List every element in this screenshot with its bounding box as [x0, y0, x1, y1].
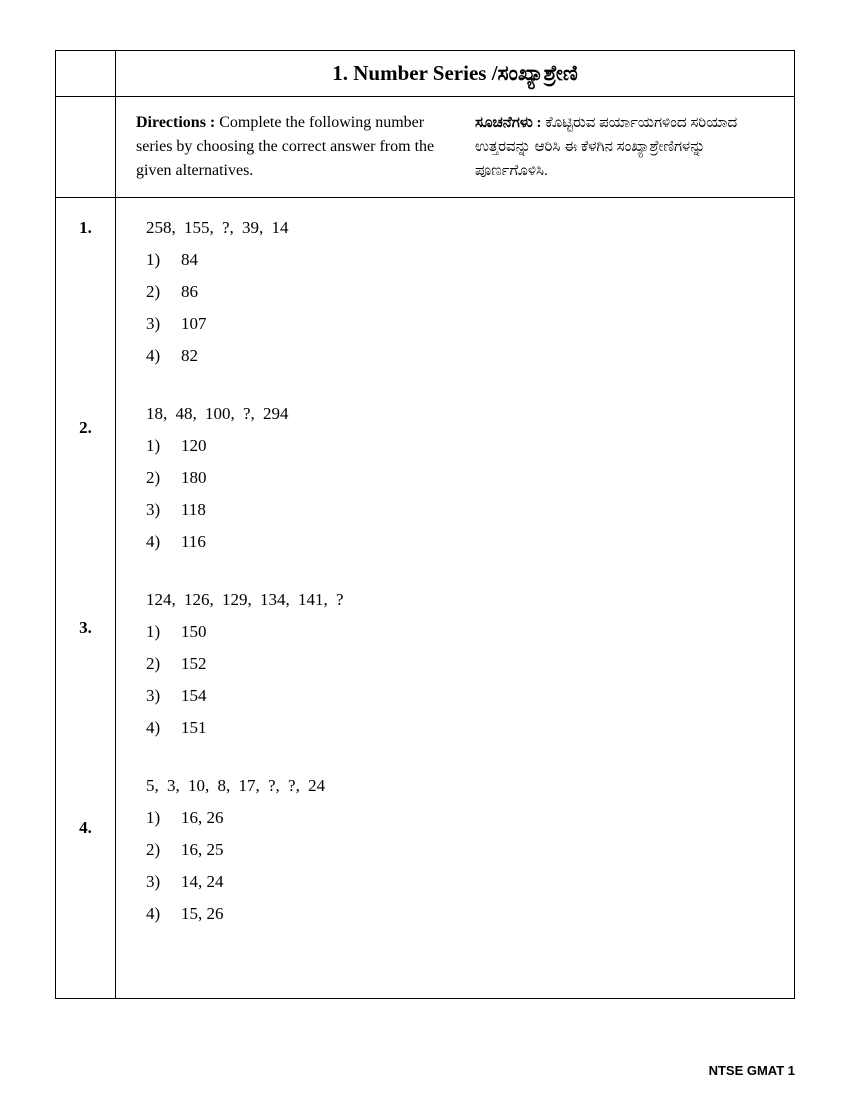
question-series: 5, 3, 10, 8, 17, ?, ?, 24 — [146, 776, 774, 796]
option-label: 1) — [146, 808, 181, 828]
question-option: 4)82 — [146, 346, 774, 366]
question-option: 1)120 — [146, 436, 774, 456]
question-option: 1)150 — [146, 622, 774, 642]
option-value: 150 — [181, 622, 774, 642]
page-frame: 1. Number Series /ಸಂಖ್ಯಾಶ್ರೇಣಿ Direction… — [55, 50, 795, 999]
question-block: 18, 48, 100, ?, 294 1)120 2)180 3)118 4)… — [146, 404, 774, 552]
directions-content: Directions : Complete the following numb… — [116, 97, 794, 197]
question-series: 124, 126, 129, 134, 141, ? — [146, 590, 774, 610]
question-option: 4)151 — [146, 718, 774, 738]
directions-num-col — [56, 97, 116, 197]
question-block: 124, 126, 129, 134, 141, ? 1)150 2)152 3… — [146, 590, 774, 738]
questions-content-col: 258, 155, ?, 39, 14 1)84 2)86 3)107 4)82… — [116, 198, 794, 998]
option-label: 2) — [146, 282, 181, 302]
option-label: 3) — [146, 500, 181, 520]
question-block: 5, 3, 10, 8, 17, ?, ?, 24 1)16, 26 2)16,… — [146, 776, 774, 924]
question-option: 4)15, 26 — [146, 904, 774, 924]
option-label: 1) — [146, 436, 181, 456]
option-value: 180 — [181, 468, 774, 488]
option-label: 2) — [146, 468, 181, 488]
option-value: 151 — [181, 718, 774, 738]
option-value: 14, 24 — [181, 872, 774, 892]
option-label: 1) — [146, 622, 181, 642]
directions-english-label: Directions : — [136, 114, 219, 131]
page-footer: NTSE GMAT 1 — [709, 1063, 795, 1078]
title-num-col — [56, 51, 116, 96]
option-value: 84 — [181, 250, 774, 270]
option-label: 2) — [146, 840, 181, 860]
option-value: 82 — [181, 346, 774, 366]
question-option: 4)116 — [146, 532, 774, 552]
question-series: 18, 48, 100, ?, 294 — [146, 404, 774, 424]
option-label: 4) — [146, 532, 181, 552]
question-option: 2)180 — [146, 468, 774, 488]
option-value: 16, 25 — [181, 840, 774, 860]
option-label: 4) — [146, 904, 181, 924]
option-value: 152 — [181, 654, 774, 674]
option-value: 16, 26 — [181, 808, 774, 828]
option-value: 86 — [181, 282, 774, 302]
question-option: 3)154 — [146, 686, 774, 706]
option-label: 3) — [146, 314, 181, 334]
question-series: 258, 155, ?, 39, 14 — [146, 218, 774, 238]
question-number: 2. — [56, 418, 115, 618]
option-value: 120 — [181, 436, 774, 456]
option-value: 15, 26 — [181, 904, 774, 924]
question-option: 2)86 — [146, 282, 774, 302]
option-label: 4) — [146, 718, 181, 738]
option-label: 1) — [146, 250, 181, 270]
question-number: 4. — [56, 818, 115, 998]
question-option: 3)14, 24 — [146, 872, 774, 892]
question-number: 1. — [56, 218, 115, 418]
option-value: 118 — [181, 500, 774, 520]
question-option: 3)107 — [146, 314, 774, 334]
option-label: 2) — [146, 654, 181, 674]
question-block: 258, 155, ?, 39, 14 1)84 2)86 3)107 4)82 — [146, 218, 774, 366]
question-option: 1)84 — [146, 250, 774, 270]
question-option: 2)152 — [146, 654, 774, 674]
question-option: 3)118 — [146, 500, 774, 520]
option-value: 154 — [181, 686, 774, 706]
option-label: 3) — [146, 872, 181, 892]
directions-kannada: ಸೂಚನೆಗಳು : ಕೊಟ್ಟಿರುವ ಪರ್ಯಾಯಗಳಿಂದ ಸರಿಯಾದ … — [475, 111, 774, 183]
question-option: 2)16, 25 — [146, 840, 774, 860]
title-row: 1. Number Series /ಸಂಖ್ಯಾಶ್ರೇಣಿ — [56, 51, 794, 97]
question-numbers-col: 1. 2. 3. 4. — [56, 198, 116, 998]
directions-row: Directions : Complete the following numb… — [56, 97, 794, 198]
option-value: 116 — [181, 532, 774, 552]
option-label: 4) — [146, 346, 181, 366]
questions-row: 1. 2. 3. 4. 258, 155, ?, 39, 14 1)84 2)8… — [56, 198, 794, 998]
directions-english: Directions : Complete the following numb… — [136, 111, 435, 183]
directions-kannada-label: ಸೂಚನೆಗಳು : — [475, 115, 545, 131]
question-option: 1)16, 26 — [146, 808, 774, 828]
option-value: 107 — [181, 314, 774, 334]
option-label: 3) — [146, 686, 181, 706]
section-title: 1. Number Series /ಸಂಖ್ಯಾಶ್ರೇಣಿ — [116, 51, 794, 96]
question-number: 3. — [56, 618, 115, 818]
